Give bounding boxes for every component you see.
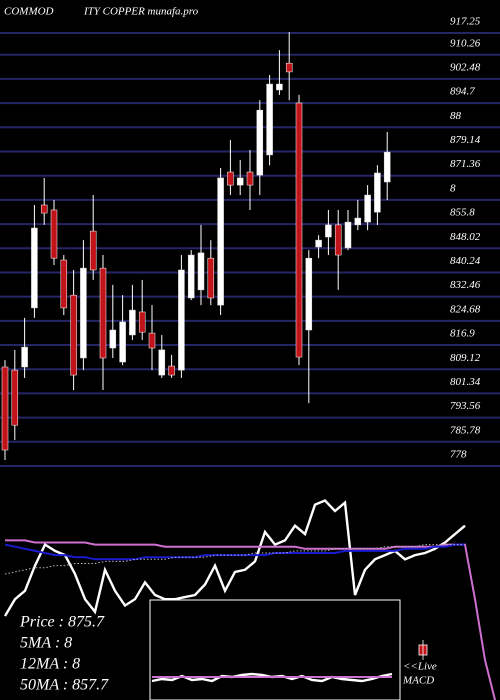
candle-body [158, 349, 166, 376]
candle-body [31, 227, 38, 309]
candle-body [383, 151, 391, 183]
candle-body [374, 172, 381, 213]
candle-body [40, 204, 48, 214]
candle-body [11, 369, 19, 426]
y-tick-label: 8 [450, 182, 456, 194]
candle-body [129, 309, 136, 336]
indicator-line [4, 544, 465, 575]
info-text: 12MA : 8 [20, 656, 80, 673]
y-tick-label: 824.68 [450, 303, 481, 315]
annotation: MACD [402, 675, 434, 687]
y-tick-label: 809.12 [450, 352, 481, 364]
indicator-line [5, 539, 496, 700]
y-tick-label: 816.9 [450, 328, 475, 340]
indicator-line [3, 499, 466, 617]
y-tick-label: 855.8 [450, 207, 475, 219]
y-tick-label: 848.02 [450, 231, 481, 243]
candle-body [50, 209, 58, 259]
y-tick-label: 917.25 [450, 16, 481, 28]
y-tick-label: 840.24 [450, 255, 481, 267]
candle-body [295, 102, 303, 358]
info-text: Price : 875.7 [19, 614, 105, 631]
candle-body [109, 329, 117, 349]
macd-box [149, 599, 401, 700]
candle-body [89, 230, 97, 271]
title-part: ITY COPPER munafa.pro [83, 6, 199, 18]
candle-body [285, 62, 293, 73]
y-tick-label: 88 [450, 110, 462, 122]
candle-body [305, 257, 313, 331]
candle-body [80, 267, 87, 359]
y-tick-label: 871.36 [450, 158, 481, 170]
candle-body [315, 239, 322, 248]
annotation: <<Live [403, 661, 437, 673]
candle-body [119, 321, 126, 363]
candle-body [187, 254, 195, 299]
candle-body [207, 257, 215, 299]
candle-body [60, 259, 68, 309]
y-tick-label: 793.56 [450, 400, 481, 412]
candle-body [21, 346, 28, 368]
y-tick-label: 910.26 [450, 37, 481, 49]
title-part: COMMOD [4, 6, 54, 18]
candle-body [138, 311, 146, 333]
candle-body [256, 109, 264, 176]
candle-body [236, 177, 244, 186]
candle-body [99, 267, 107, 359]
y-tick-label: 801.34 [450, 376, 481, 388]
candle-body [334, 224, 342, 256]
y-tick-label: 832.46 [450, 279, 481, 291]
candle-body [168, 365, 175, 376]
candle-body [266, 83, 273, 156]
candle-body [354, 217, 362, 226]
y-tick-label: 894.7 [450, 86, 475, 98]
y-tick-label: 902.48 [450, 61, 481, 73]
candle-body [70, 294, 77, 376]
info-text: 5MA : 8 [20, 635, 72, 652]
y-tick-label: 879.14 [450, 134, 481, 146]
candle-body [276, 83, 283, 91]
candle-body [344, 221, 352, 249]
candle-body [246, 171, 254, 186]
candle-body [325, 224, 332, 238]
candle-body [364, 194, 371, 223]
candle-body [217, 177, 224, 306]
y-tick-label: 778 [450, 449, 467, 461]
candle-body [227, 171, 234, 186]
candle-body [1, 366, 9, 451]
y-tick-label: 785.78 [450, 424, 481, 436]
info-text: 50MA : 857.7 [20, 677, 109, 694]
candle-body [178, 269, 185, 371]
candle-body [197, 252, 205, 291]
candle-body [148, 332, 156, 349]
